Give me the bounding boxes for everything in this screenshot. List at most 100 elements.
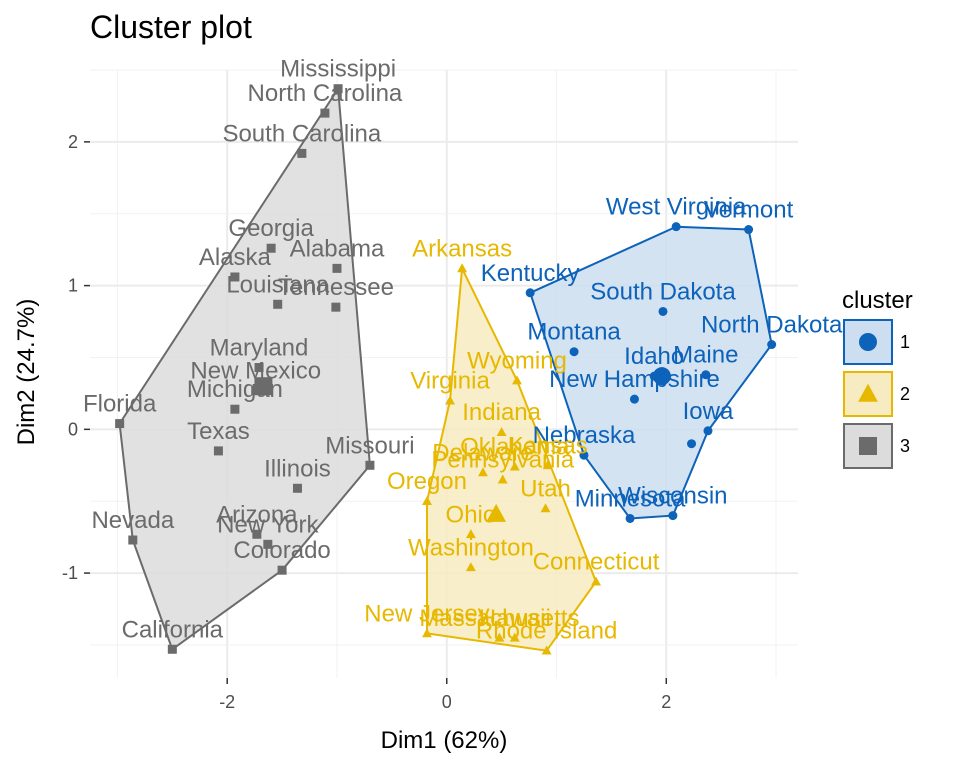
cluster-3-point [213,446,223,456]
cluster-hulls [118,85,773,652]
point-label: Alaska [199,244,272,271]
point-label: Missouri [325,432,414,459]
point-label: Nebraska [533,422,636,449]
cluster-2-point [422,496,432,506]
point-label: South Carolina [222,120,381,147]
cluster-2-point [541,645,552,655]
point-label: Louisiana [226,271,329,298]
point-label: Kentucky [481,260,580,287]
cluster-1-point [579,450,589,460]
point-label: Indiana [462,399,541,426]
cluster-1-point [767,340,777,350]
cluster-3-point [230,272,240,282]
cluster-3-point [252,529,262,539]
cluster-3-point [263,539,273,549]
point-label: Massachusetts [419,605,579,632]
point-label: North Dakota [701,312,843,339]
legend-label-3: 3 [900,436,910,456]
cluster-1-point [703,426,713,436]
x-tick-label: 0 [442,692,452,712]
x-tick-label: -2 [219,692,235,712]
cluster-3-point [167,644,177,654]
point-label: Kansas [508,432,588,459]
point-label: Iowa [683,398,734,425]
cluster-2-point [457,263,468,273]
cluster-2-point [478,467,488,477]
cluster-3-point [331,302,341,312]
cluster-3-point [128,535,138,545]
y-tick-label: 1 [68,276,78,296]
cluster-2-point [465,529,476,539]
point-label: Michigan [187,376,283,403]
cluster-3-point [297,148,307,158]
point-label: New Mexico [190,358,321,385]
cluster-1-point [687,439,697,449]
point-label: Illinois [264,455,331,482]
cluster-3-point [320,108,330,118]
cluster-2-point [540,503,551,513]
point-label: Ohio [446,501,497,528]
point-label: Arkansas [412,235,512,262]
point-label: Maryland [210,335,309,362]
y-tick-label: 0 [68,419,78,439]
cluster-2-point [494,632,505,642]
cluster-3-point [332,263,342,273]
legend-marker-2 [858,383,878,402]
cluster-1-point [701,370,711,380]
point-label: Vermont [704,197,794,224]
cluster-1-point [668,511,678,521]
point-label: Texas [187,418,250,445]
point-label: Alabama [290,235,385,262]
point-label: Delaware [432,439,533,466]
point-label: Florida [83,391,157,418]
cluster-1-point [569,347,579,357]
point-label: Mississippi [280,56,396,83]
cluster-2-point [509,461,520,471]
cluster-1-point [658,306,668,316]
cluster-2-hull [426,264,598,652]
cluster-1-point [625,513,635,523]
axes: -2 0 2 -1 0 1 2 [62,132,671,712]
cluster-2-point [422,628,432,638]
y-axis-title: Dim2 (24.7%) [13,299,40,446]
point-label: Wisconsin [618,483,727,510]
y-tick-label: -1 [62,563,78,583]
legend-marker-3 [859,437,877,455]
cluster-2-point [465,562,476,572]
cluster-1-point [525,288,535,298]
point-label: Washington [408,534,534,561]
point-label: Nevada [91,507,174,534]
cluster-2-point [542,460,553,470]
point-label: New Hampshire [549,366,720,393]
cluster-1-point [629,394,639,404]
point-label: Oklahoma [460,434,570,461]
cluster-2-point [509,632,520,642]
point-label: Minnesota [575,485,686,512]
cluster-2-point [591,576,601,586]
point-label: Arizona [216,501,298,528]
cluster-3-point [333,84,343,94]
point-label: West Virginia [606,194,747,221]
point-label: Pennsylvania [431,447,574,474]
x-tick-label: 2 [661,692,671,712]
legend-marker-1 [859,333,877,351]
point-label: Montana [527,319,621,346]
chart-title: Cluster plot [90,9,252,45]
cluster-3-point [292,483,302,493]
point-label: New York [217,511,319,538]
cluster-2-point [497,474,508,484]
cluster-3-centroid [254,377,273,396]
point-label: Hawaii [479,605,551,632]
legend-label-1: 1 [900,332,910,352]
cluster-2-point [512,375,522,385]
point-label: Rhode Island [476,618,617,645]
cluster-3-point [115,419,125,429]
legend: cluster 1 2 3 [842,287,913,469]
point-label: Connecticut [533,549,660,576]
point-label: California [122,616,224,643]
cluster-3-point [230,404,240,414]
cluster-3-point [273,299,283,309]
point-label: Oregon [387,468,467,495]
